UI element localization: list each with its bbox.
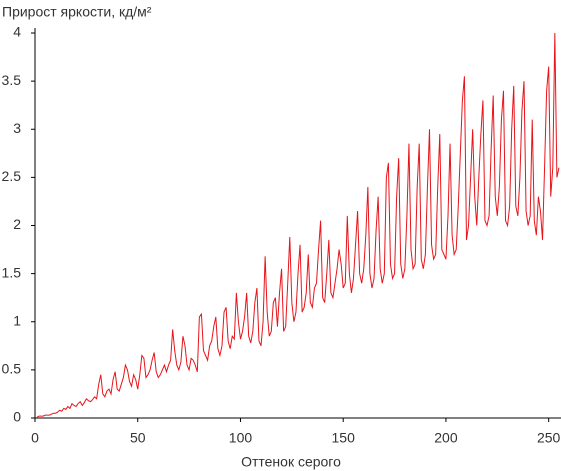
data-line [36,32,560,418]
y-tick-label: 2.5 [2,168,22,184]
y-tick-label: 4 [13,24,21,40]
y-tick-label: 1 [13,312,21,328]
x-tick-label: 100 [229,430,253,446]
y-tick-label: 0.5 [2,361,22,377]
x-axis-label: Оттенок серого [241,454,341,470]
y-tick-label: 0 [13,409,21,425]
x-tick-label: 150 [332,430,356,446]
y-tick-label: 3.5 [2,72,22,88]
y-tick-label: 1.5 [2,264,22,280]
y-tick-label: 3 [13,120,21,136]
x-tick-label: 50 [130,430,146,446]
chart-title: Прирост яркости, кд/м² [2,4,152,20]
x-tick-label: 200 [434,430,458,446]
x-tick-label: 0 [31,430,39,446]
y-tick-label: 2 [13,216,21,232]
x-tick-label: 250 [537,430,561,446]
